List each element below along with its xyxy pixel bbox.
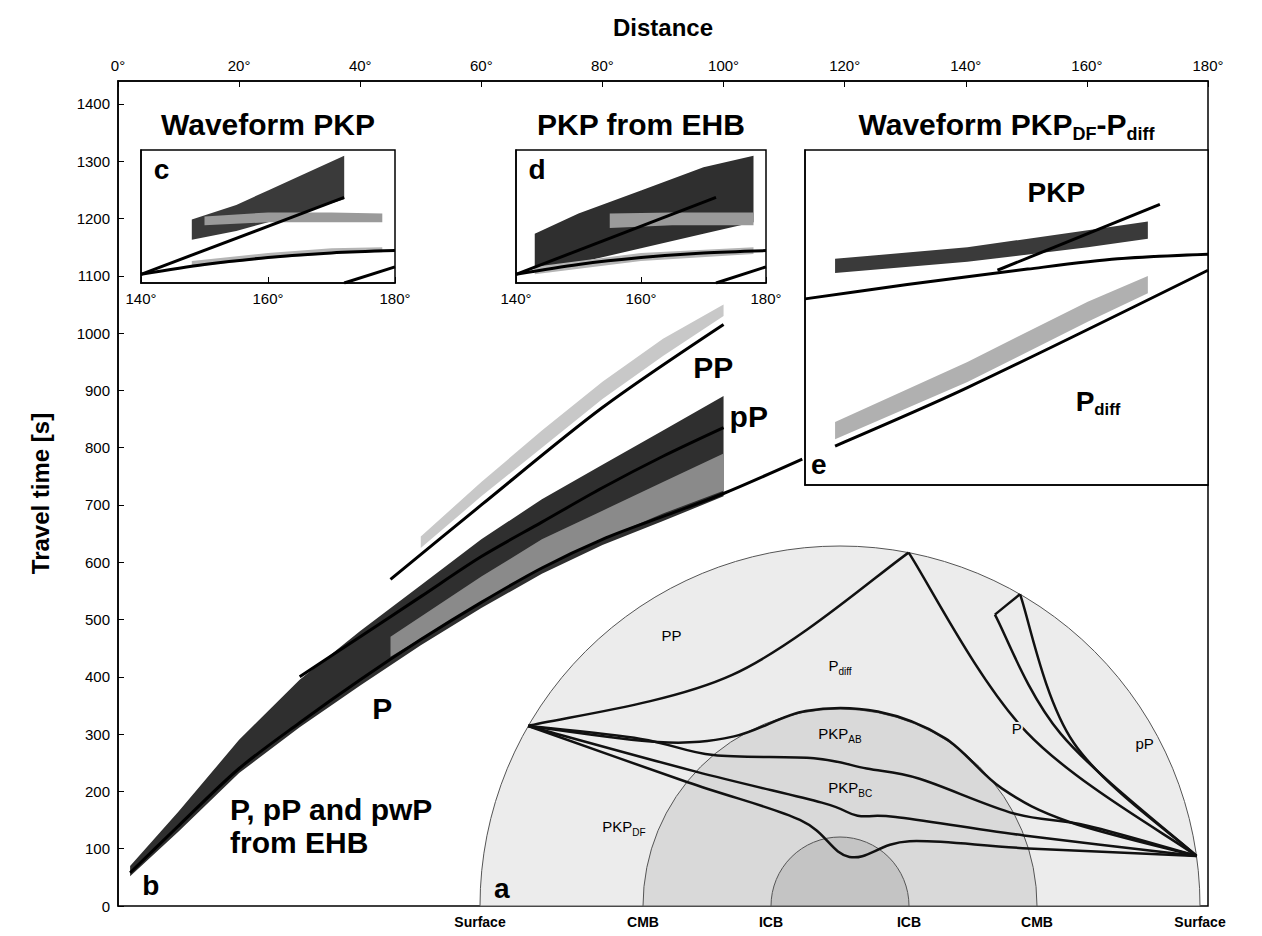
svg-text:ICB: ICB [759,914,783,930]
svg-text:160°: 160° [252,290,283,307]
html-text:Waveform PKPDF-Pdiff: Waveform PKPDF-Pdiff [858,108,1155,144]
svg-text:900: 900 [85,382,110,399]
svg-text:Distance: Distance [613,14,713,41]
svg-text:PKPBC: PKPBC [828,779,872,799]
svg-text:160°: 160° [625,290,656,307]
html-text:PP: PP [693,351,734,384]
svg-text:PKPDF: PKPDF [602,818,645,838]
svg-text:140°: 140° [950,57,981,74]
svg-text:Travel time [s]: Travel time [s] [27,413,54,574]
svg-text:1400: 1400 [77,95,110,112]
svg-text:120°: 120° [829,57,860,74]
svg-text:1100: 1100 [78,267,110,284]
svg-text:Pdiff: Pdiff [828,657,851,677]
svg-text:400: 400 [85,668,110,685]
svg-text:CMB: CMB [1021,914,1053,930]
svg-text:800: 800 [85,439,110,456]
html-text:P: P [372,691,393,725]
html-text:b: b [142,869,160,901]
svg-text:500: 500 [85,611,110,628]
svg-text:PKPAB: PKPAB [818,725,862,745]
svg-text:CMB: CMB [627,914,659,930]
html-text:P, pP and pwP from EHB: P, pP and pwP from EHB [230,792,432,859]
svg-text:140°: 140° [500,290,531,307]
html-text:e: e [811,448,827,480]
html-text:Waveform PKP: Waveform PKP [161,108,375,141]
svg-text:140°: 140° [125,290,156,307]
svg-text:700: 700 [85,496,110,513]
svg-text:PP: PP [661,627,681,644]
svg-text:600: 600 [85,554,110,571]
svg-text:60°: 60° [470,57,493,74]
svg-text:40°: 40° [349,57,372,74]
svg-text:180°: 180° [750,290,781,307]
svg-text:200: 200 [85,783,110,800]
html-text:PKP: PKP [1027,176,1086,208]
html-text:pP: pP [729,399,768,433]
html-text:d: d [528,153,546,185]
svg-text:100°: 100° [708,57,739,74]
svg-text:0: 0 [102,898,110,915]
svg-text:ICB: ICB [897,914,921,930]
svg-text:pP: pP [1135,735,1153,752]
svg-text:180°: 180° [1192,57,1223,74]
svg-text:1000: 1000 [77,325,110,342]
html-text:Pdiff: Pdiff [1075,385,1121,419]
svg-text:20°: 20° [228,57,251,74]
svg-text:0°: 0° [111,57,125,74]
svg-text:160°: 160° [1071,57,1102,74]
svg-text:P: P [1012,720,1022,737]
svg-text:Surface: Surface [454,914,506,930]
svg-text:1300: 1300 [77,153,110,170]
svg-text:300: 300 [85,726,110,743]
svg-text:80°: 80° [591,57,614,74]
html-text:PKP from EHB: PKP from EHB [537,108,745,141]
html-text:c: c [153,153,170,185]
svg-text:180°: 180° [379,290,410,307]
svg-text:Surface: Surface [1174,914,1226,930]
svg-text:1200: 1200 [77,210,110,227]
svg-text:100: 100 [85,840,110,857]
svg-text:a: a [494,873,510,904]
